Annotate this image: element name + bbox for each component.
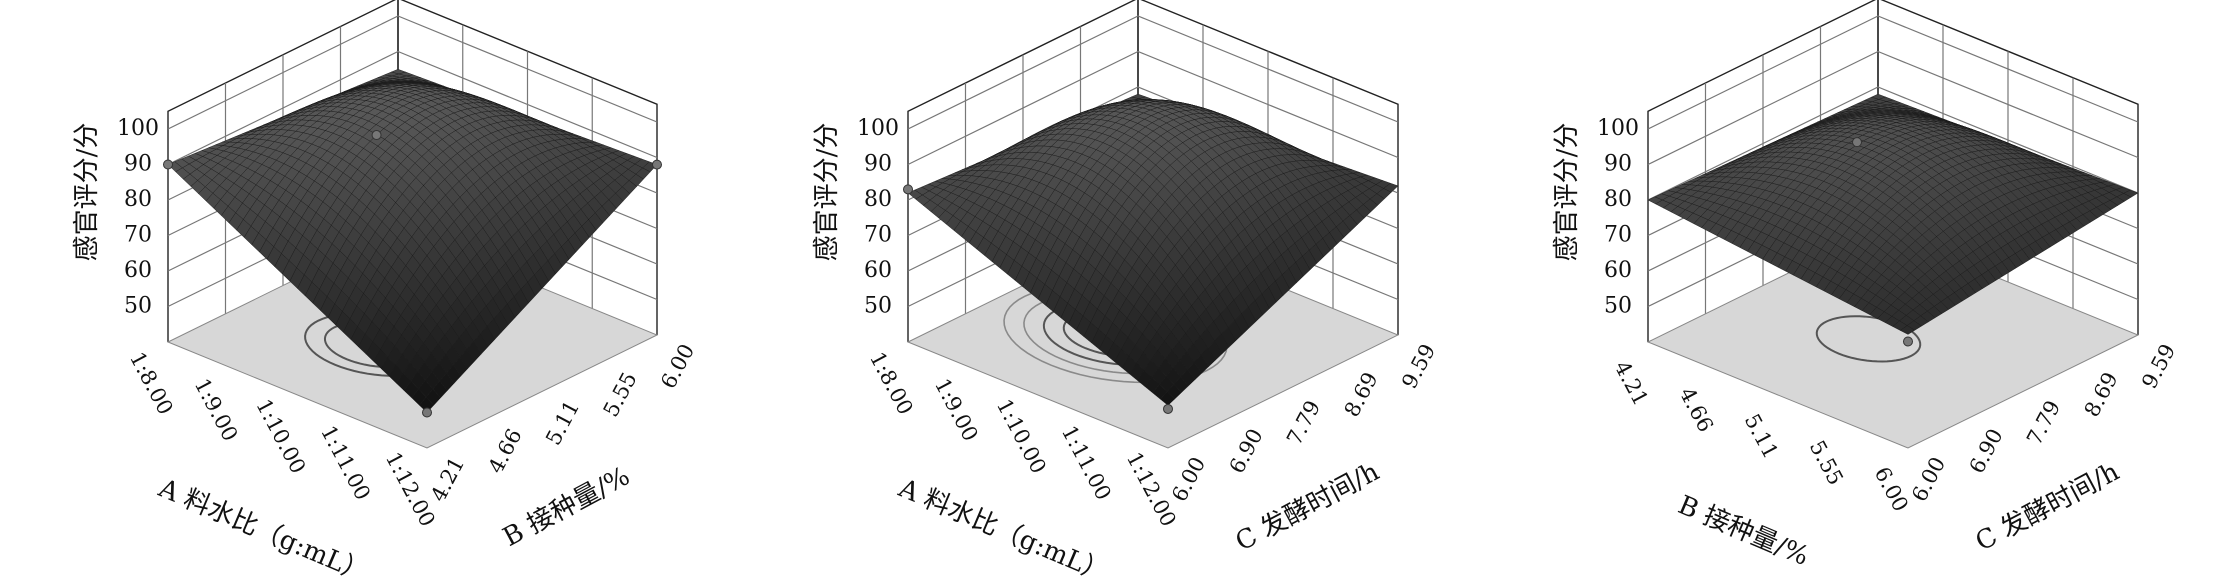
z-tick-label: 90 — [124, 152, 152, 177]
y-tick-label: 8.69 — [1340, 368, 1383, 421]
y-tick-label: 5.55 — [599, 368, 642, 421]
x-axis-label: B 接种量/% — [1674, 490, 1814, 572]
y-tick-label: 6.90 — [1225, 425, 1268, 478]
z-tick-label: 90 — [864, 152, 892, 177]
x-tick-label: 5.55 — [1805, 437, 1848, 490]
surface-plot-bc: 5060708090100感官评分/分4.214.665.115.556.006… — [1552, 0, 2180, 572]
response-surface — [907, 93, 1399, 406]
x-tick-label: 6.00 — [1870, 463, 1913, 516]
y-tick-label: 8.69 — [2080, 368, 2123, 421]
z-tick-label: 80 — [124, 187, 152, 212]
z-tick-label: 50 — [864, 294, 892, 319]
z-tick-label: 50 — [1604, 294, 1632, 319]
design-point — [903, 184, 913, 195]
y-tick-label: 6.90 — [1965, 425, 2008, 478]
y-tick-label: 4.21 — [426, 453, 469, 506]
z-tick-label: 70 — [124, 223, 152, 248]
x-tick-label: 5.11 — [1740, 410, 1783, 463]
x-tick-label: 1:11.00 — [316, 422, 375, 504]
y-axis-label: C 发酵时间/h — [1231, 457, 1385, 558]
y-tick-label: 5.11 — [541, 397, 584, 450]
y-axis-label: C 发酵时间/h — [1971, 457, 2125, 558]
z-tick-label: 80 — [1604, 187, 1632, 212]
x-axis-label: A 料水比（g:mL） — [153, 473, 372, 584]
x-tick-label: 4.21 — [1610, 357, 1653, 410]
contour-line — [1815, 315, 1922, 363]
z-tick-label: 70 — [1604, 223, 1632, 248]
z-tick-label: 100 — [857, 116, 899, 141]
x-tick-label: 4.66 — [1675, 384, 1718, 437]
design-point — [422, 407, 432, 418]
y-tick-label: 4.66 — [484, 425, 527, 478]
x-tick-label: 1:8.00 — [125, 348, 178, 419]
y-tick-label: 9.59 — [1397, 340, 1440, 393]
z-tick-label: 100 — [117, 116, 159, 141]
y-axis-label: B 接种量/% — [498, 461, 635, 553]
response-surface — [167, 69, 658, 413]
floor-contours — [1815, 315, 1922, 363]
y-tick-label: 9.59 — [2137, 340, 2180, 393]
y-tick-label: 6.00 — [656, 340, 699, 393]
z-tick-label: 70 — [864, 223, 892, 248]
x-tick-label: 1:9.00 — [930, 374, 983, 445]
x-tick-label: 1:11.00 — [1057, 422, 1116, 504]
design-point — [371, 130, 382, 141]
y-tick-label: 6.00 — [1907, 453, 1950, 506]
y-tick-label: 7.79 — [2022, 397, 2065, 450]
design-point — [1852, 137, 1862, 148]
z-tick-label: 90 — [1604, 152, 1632, 177]
z-axis-label: 感官评分/分 — [72, 123, 102, 262]
y-tick-label: 6.00 — [1167, 453, 1210, 506]
z-tick-label: 60 — [124, 258, 152, 283]
design-point — [1163, 403, 1173, 414]
x-tick-label: 1:10.00 — [992, 395, 1051, 477]
x-axis-label: A 料水比（g:mL） — [893, 473, 1112, 584]
z-tick-label: 100 — [1597, 116, 1639, 141]
x-tick-label: 1:9.00 — [190, 374, 243, 445]
design-point — [652, 159, 662, 170]
surface-plot-ab: 50 60 70 80 90 100 感官评分/分 1:8.00 1:9.00 1:10.00 1:… — [72, 0, 699, 584]
z-tick-label: 60 — [864, 258, 892, 283]
response-surface — [1647, 93, 2139, 335]
surface-plot-ac: 50 60 70 80 90 100 感官评分/分 1:8.00 1:9.00 1:10.00 1:… — [812, 0, 1440, 584]
z-tick-label: 80 — [864, 187, 892, 212]
y-tick-label: 7.79 — [1282, 397, 1325, 450]
z-tick-label: 50 — [124, 294, 152, 319]
z-tick-label: 60 — [1604, 258, 1632, 283]
design-point — [163, 159, 173, 170]
z-axis-label: 感官评分/分 — [1552, 123, 1582, 262]
x-tick-label: 1:10.00 — [251, 395, 310, 477]
z-axis-label: 感官评分/分 — [812, 123, 842, 262]
x-tick-label: 1:8.00 — [865, 348, 918, 419]
design-point — [1903, 336, 1913, 347]
